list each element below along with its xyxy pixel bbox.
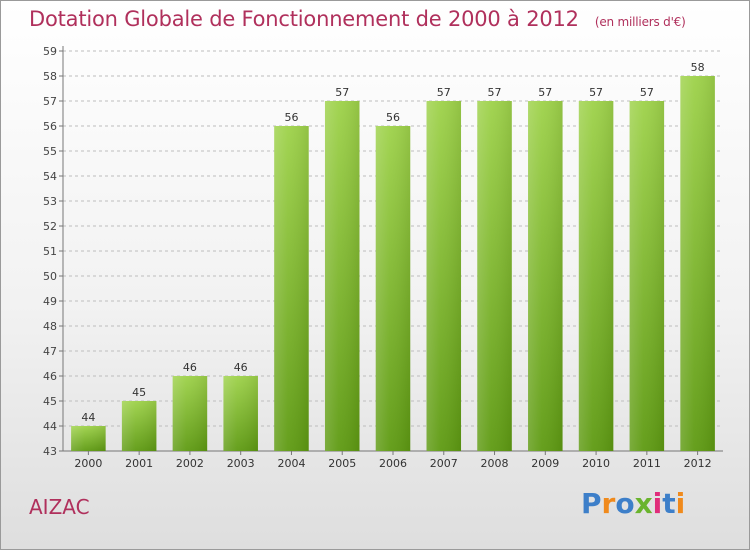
- data-label: 58: [691, 61, 705, 74]
- bar-sheen: [274, 126, 309, 451]
- data-label: 56: [386, 111, 400, 124]
- y-tick-label: 45: [43, 395, 57, 408]
- data-label: 57: [538, 86, 552, 99]
- y-tick-label: 51: [43, 245, 57, 258]
- unit-note: (en milliers d'€): [594, 15, 686, 29]
- data-label: 57: [437, 86, 451, 99]
- commune-name: AIZAC: [29, 495, 90, 519]
- bar-sheen: [477, 101, 512, 451]
- y-tick-label: 57: [43, 95, 57, 108]
- logo-letter: x: [634, 487, 653, 520]
- bar-sheen: [426, 101, 462, 451]
- x-tick-label: 2003: [227, 457, 255, 470]
- y-tick-label: 56: [43, 120, 57, 133]
- chart-title: Dotation Globale de Fonctionnement de 20…: [29, 7, 686, 31]
- data-label: 56: [284, 111, 298, 124]
- x-tick-label: 2006: [379, 457, 407, 470]
- x-tick-label: 2000: [74, 457, 102, 470]
- x-tick-label: 2009: [531, 457, 559, 470]
- bar-sheen: [375, 126, 411, 451]
- data-label: 57: [640, 86, 654, 99]
- y-tick-label: 48: [43, 320, 57, 333]
- y-tick-label: 43: [43, 445, 57, 458]
- x-tick-label: 2001: [125, 457, 153, 470]
- bar-sheen: [680, 76, 715, 451]
- y-tick-label: 59: [43, 45, 57, 58]
- bar-sheen: [172, 376, 208, 451]
- y-tick-label: 52: [43, 220, 57, 233]
- x-tick-label: 2005: [328, 457, 356, 470]
- bars: [71, 76, 715, 451]
- y-tick-label: 54: [43, 170, 57, 183]
- y-tick-label: 44: [43, 420, 57, 433]
- bar-sheen: [71, 426, 106, 451]
- y-tick-label: 55: [43, 145, 57, 158]
- y-tick-label: 53: [43, 195, 57, 208]
- bar-sheen: [578, 101, 614, 451]
- data-label: 45: [132, 386, 146, 399]
- x-tick-label: 2007: [430, 457, 458, 470]
- bar-sheen: [324, 101, 360, 451]
- logo-letter: i: [675, 487, 686, 520]
- data-label: 57: [589, 86, 603, 99]
- bar-sheen: [121, 401, 157, 451]
- y-tick-label: 49: [43, 295, 57, 308]
- x-tick-label: 2004: [277, 457, 305, 470]
- bar-sheen: [629, 101, 665, 451]
- logo-letter: P: [581, 487, 602, 520]
- y-tick-label: 50: [43, 270, 57, 283]
- data-label: 57: [335, 86, 349, 99]
- data-label: 46: [234, 361, 248, 374]
- data-label: 44: [81, 411, 95, 424]
- data-label: 57: [488, 86, 502, 99]
- axes: 43 44 45 46 47 48 49 50 51 52 53 54 55 56 57 58 59 2000 20…: [43, 45, 723, 470]
- title-text: Dotation Globale de Fonctionnement de 20…: [29, 7, 579, 31]
- logo-letter: t: [662, 487, 676, 520]
- x-tick-label: 2011: [633, 457, 661, 470]
- logo-letter: i: [652, 487, 663, 520]
- data-label: 46: [183, 361, 197, 374]
- y-tick-label: 58: [43, 70, 57, 83]
- y-tick-label: 46: [43, 370, 57, 383]
- bar-sheen: [223, 376, 258, 451]
- bar-sheen: [528, 101, 563, 451]
- y-tick-label: 47: [43, 345, 57, 358]
- x-tick-label: 2008: [481, 457, 509, 470]
- x-tick-label: 2002: [176, 457, 204, 470]
- data-labels: 44 45 46 46 56 57 56 57 57 57 57 57 58: [81, 61, 704, 424]
- logo-letter: r: [601, 487, 616, 520]
- x-tick-label: 2010: [582, 457, 610, 470]
- x-tick-label: 2012: [684, 457, 712, 470]
- proxiti-logo: Proxiti: [581, 487, 685, 520]
- logo-letter: o: [615, 487, 635, 520]
